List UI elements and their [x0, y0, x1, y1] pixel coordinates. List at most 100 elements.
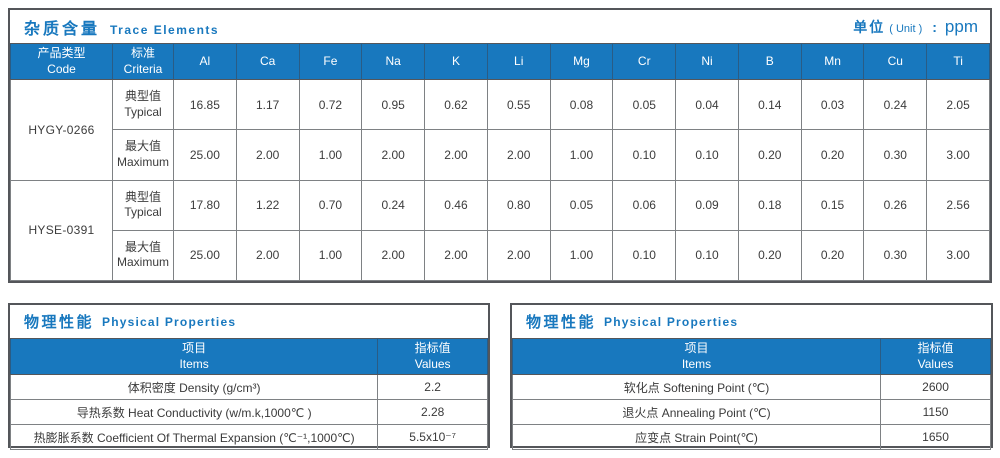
element-header-na: Na: [361, 42, 426, 81]
value-cell: 2.00: [486, 229, 551, 282]
value-cell: 0.08: [549, 79, 614, 131]
col-header-items-zh: 项目: [684, 341, 709, 355]
phys-right-title-en: Physical Properties: [604, 314, 739, 329]
trace-title-en: Trace Elements: [110, 22, 220, 37]
element-header-k: K: [424, 42, 488, 81]
element-header-al: Al: [173, 42, 237, 81]
value-cell: 0.20: [800, 229, 865, 282]
value-cell: 0.04: [675, 79, 739, 131]
value-cell: 2.00: [235, 229, 300, 282]
value-cell: 5.5x10⁻⁷: [377, 424, 488, 451]
col-header-values-en: Values: [414, 356, 451, 371]
value-cell: 0.24: [863, 79, 928, 131]
criteria-zh: 最大值: [124, 239, 161, 254]
element-header-ni: Ni: [675, 42, 739, 81]
unit-en: ( Unit ): [889, 22, 923, 35]
col-header-items-en: Items: [681, 356, 712, 371]
value-cell: 0.06: [612, 179, 677, 231]
value-cell: 0.55: [486, 79, 551, 131]
trace-title-zh: 杂质含量: [24, 20, 101, 38]
table-row: 热膨胀系数 Coefficient Of Thermal Expansion (…: [9, 424, 488, 451]
trace-title: 杂质含量 Trace Elements: [24, 15, 219, 39]
col-header-items: 项目 Items: [9, 337, 379, 376]
value-cell: 0.72: [298, 79, 363, 131]
value-cell: 0.95: [361, 79, 426, 131]
col-header-items-en: Items: [179, 356, 209, 371]
unit-value: ppm: [944, 16, 978, 36]
value-cell: 1650: [880, 424, 991, 451]
value-cell: 1.00: [298, 129, 363, 181]
item-cell: 导热系数 Heat Conductivity (w/m.k,1000℃ ): [9, 399, 379, 426]
value-cell: 2.2: [377, 374, 488, 401]
physical-properties-table-right: 项目 Items 指标值 Values 软化点 Softening Point …: [511, 337, 991, 451]
element-header-ti: Ti: [926, 42, 990, 81]
value-cell: 2.00: [424, 229, 488, 282]
phys-header-row: 项目 Items 指标值 Values: [511, 337, 991, 376]
physical-properties-panel-right: 物理性能 Physical Properties 项目 Items 指标值 Va…: [510, 303, 993, 451]
element-header-cu: Cu: [863, 42, 928, 81]
table-row: 退火点 Annealing Point (℃) 1150: [511, 399, 991, 426]
value-cell: 0.70: [298, 179, 363, 231]
value-cell: 0.20: [737, 129, 802, 181]
col-header-values-en: Values: [917, 356, 954, 371]
value-cell: 0.20: [800, 129, 865, 181]
col-header-values: 指标值 Values: [377, 337, 488, 376]
item-cell: 退火点 Annealing Point (℃): [511, 399, 882, 426]
table-row: 应变点 Strain Point(℃) 1650: [511, 424, 991, 451]
element-header-mn: Mn: [800, 42, 865, 81]
value-cell: 0.30: [863, 229, 928, 282]
value-cell: 2.00: [361, 229, 426, 282]
col-header-code: 产品类型 Code: [10, 42, 113, 81]
value-cell: 0.18: [737, 179, 802, 231]
value-cell: 0.10: [612, 129, 677, 181]
criteria-zh: 典型值: [124, 189, 161, 204]
col-header-code-en: Code: [47, 61, 76, 76]
value-cell: 0.03: [800, 79, 865, 131]
value-cell: 1.00: [298, 229, 363, 282]
value-cell: 0.10: [675, 229, 739, 282]
col-header-code-zh: 产品类型: [37, 46, 86, 60]
element-header-cr: Cr: [612, 42, 677, 81]
criteria-cell: 典型值 Typical: [112, 179, 174, 231]
value-cell: 1150: [880, 399, 991, 426]
value-cell: 2.00: [361, 129, 426, 181]
col-header-values-zh: 指标值: [917, 341, 954, 355]
trace-elements-panel: 杂质含量 Trace Elements 单位 ( Unit ) : ppm 产品类…: [8, 8, 992, 283]
product-code-cell: HYSE-0391: [10, 179, 113, 282]
value-cell: 2.05: [926, 79, 990, 131]
value-cell: 0.09: [675, 179, 739, 231]
value-cell: 0.24: [361, 179, 426, 231]
value-cell: 3.00: [926, 229, 990, 282]
value-cell: 0.14: [737, 79, 802, 131]
value-cell: 0.05: [549, 179, 614, 231]
trace-header-row: 产品类型 Code 标准 Criteria Al Ca Fe Na K Li M…: [10, 42, 990, 81]
phys-left-title-zh: 物理性能: [24, 314, 95, 331]
table-row: HYSE-0391 典型值 Typical 17.80 1.22 0.70 0.…: [10, 179, 990, 282]
col-header-criteria-zh: 标准: [130, 46, 155, 60]
element-header-b: B: [737, 42, 802, 81]
value-cell: 0.46: [424, 179, 488, 231]
value-cell: 2.28: [377, 399, 488, 426]
phys-header-row: 项目 Items 指标值 Values: [9, 337, 488, 376]
criteria-zh: 最大值: [124, 139, 161, 154]
col-header-criteria-en: Criteria: [123, 61, 163, 76]
table-row: 最大值 Maximum 25.00 2.00 1.00 2.00 2.00 2.…: [11, 229, 990, 282]
table-row: 导热系数 Heat Conductivity (w/m.k,1000℃ ) 2.…: [9, 399, 488, 426]
value-cell: 2.00: [486, 129, 551, 181]
value-cell: 1.00: [549, 129, 614, 181]
product-code-cell: HYGY-0266: [10, 79, 113, 181]
physical-properties-table-left: 项目 Items 指标值 Values 体积密度 Density (g/cm³)…: [9, 337, 488, 451]
item-cell: 软化点 Softening Point (℃): [511, 374, 882, 401]
table-row: HYGY-0266 典型值 Typical 16.85 1.17 0.72 0.…: [10, 79, 990, 181]
value-cell: 2.56: [926, 179, 990, 231]
col-header-values: 指标值 Values: [880, 337, 991, 376]
value-cell: 0.15: [800, 179, 865, 231]
col-header-items: 项目 Items: [511, 337, 882, 376]
col-header-items-zh: 项目: [182, 341, 207, 355]
value-cell: 0.80: [486, 179, 551, 231]
criteria-zh: 典型值: [124, 89, 161, 104]
col-header-values-zh: 指标值: [414, 341, 451, 355]
value-cell: 0.05: [612, 79, 677, 131]
criteria-cell: 最大值 Maximum: [112, 129, 174, 181]
